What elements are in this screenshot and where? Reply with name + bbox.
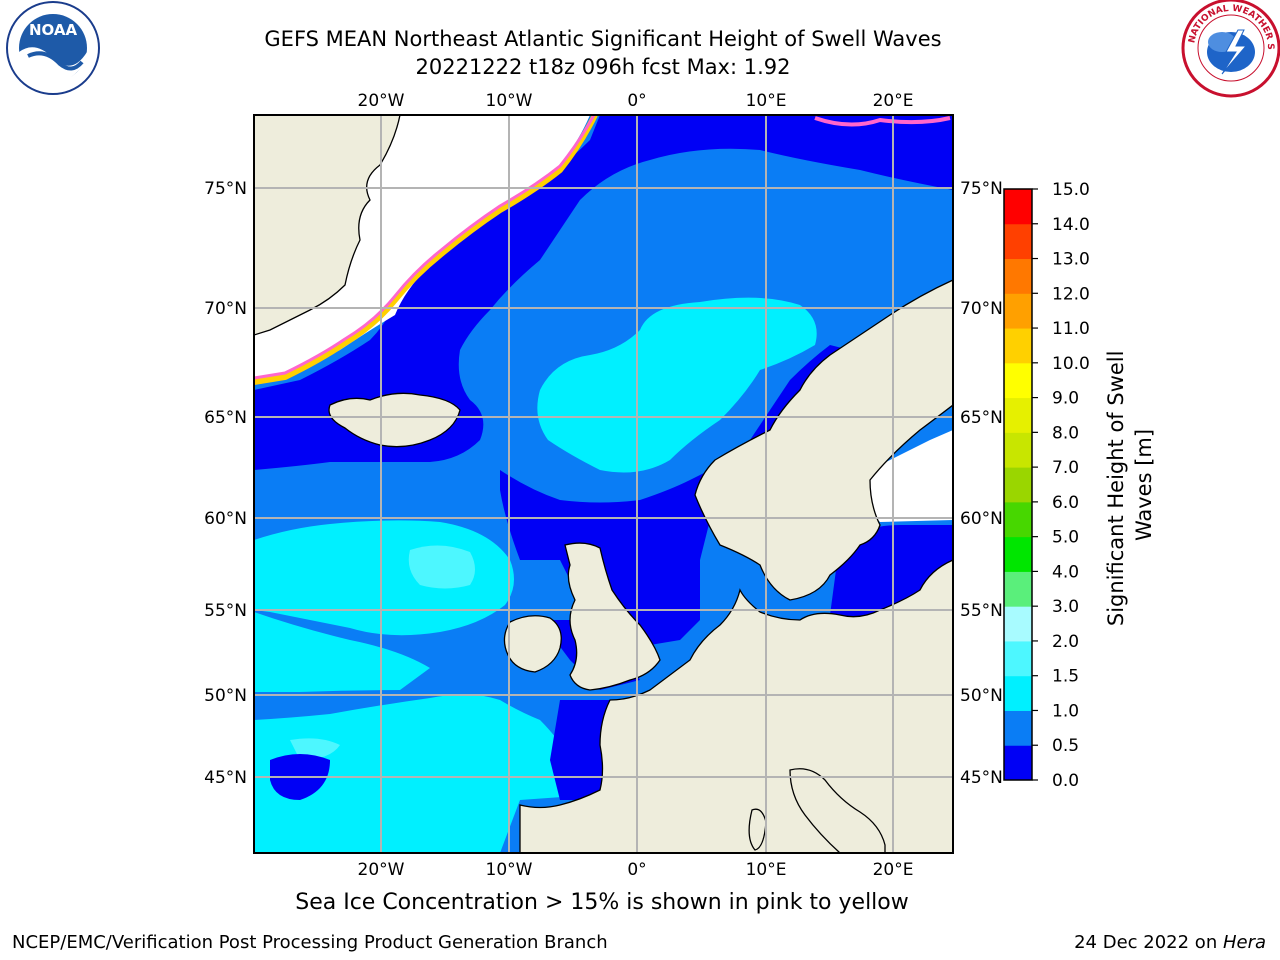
- lat-label-left: 45°N: [204, 768, 247, 788]
- europe-land: [519, 559, 953, 853]
- colorbar-tick-label: 15.0: [1052, 180, 1090, 200]
- graticule: [254, 115, 953, 853]
- colorbar-segment: [1004, 328, 1032, 364]
- colorbar-tick-label: 1.5: [1052, 667, 1079, 687]
- lon-label-bottom: 10°E: [746, 860, 787, 880]
- lat-label-left: 50°N: [204, 686, 247, 706]
- colorbar-segment: [1004, 501, 1032, 538]
- colorbar-tick-label: 3.0: [1052, 597, 1079, 617]
- lon-label-top: 10°W: [486, 91, 533, 111]
- iceland-land: [328, 392, 461, 448]
- colorbar-segment: [1004, 467, 1032, 503]
- lon-labels-top: 20°W 10°W 0° 10°E 20°E: [358, 91, 914, 111]
- colorbar-tick-label: 7.0: [1052, 458, 1079, 478]
- lat-label-right: 75°N: [960, 179, 1003, 199]
- colorbar-segment: [1004, 536, 1032, 572]
- lon-label-top: 20°E: [873, 91, 914, 111]
- colorbar-segment: [1004, 223, 1032, 260]
- colorbar-segment: [1004, 571, 1032, 607]
- lon-label-top: 0°: [627, 91, 646, 111]
- colorbar-title-line1: Significant Height of Swell: [1104, 351, 1128, 627]
- colorbar-tick-label: 10.0: [1052, 354, 1090, 374]
- sea-ice-edge-outer: [254, 115, 598, 385]
- lon-label-bottom: 20°E: [873, 860, 914, 880]
- colorbar-tick-label: 11.0: [1052, 319, 1090, 339]
- lat-label-right: 60°N: [960, 509, 1003, 529]
- sea-ice-edge-inner: [254, 115, 596, 380]
- lon-label-bottom: 10°W: [486, 860, 533, 880]
- colorbar-tick-label: 13.0: [1052, 250, 1090, 270]
- colorbar-tick-label: 6.0: [1052, 493, 1079, 513]
- sea-ice-svalbard: [814, 116, 951, 127]
- nws-logo: NATIONAL WEATHER SERVICE: [0, 0, 1280, 98]
- colorbar-segment: [1004, 293, 1032, 329]
- lat-label-right: 45°N: [960, 768, 1003, 788]
- lat-label-right: 50°N: [960, 686, 1003, 706]
- lat-labels-left: 75°N 70°N 65°N 60°N 55°N 50°N 45°N: [204, 179, 247, 788]
- sea-ice-caption: Sea Ice Concentration > 15% is shown in …: [295, 890, 909, 915]
- colorbar-segment: [1004, 640, 1032, 677]
- colorbar-segment: [1004, 606, 1032, 642]
- footer-date: 24 Dec 2022 on Hera: [1074, 932, 1266, 953]
- map-area: [254, 115, 953, 853]
- colorbar-frame: [1003, 188, 1033, 781]
- colorbar-title-line2: Waves [m]: [1132, 429, 1156, 541]
- lat-labels-right: 75°N 70°N 65°N 60°N 55°N 50°N 45°N: [960, 179, 1003, 788]
- colorbar-segment: [1004, 258, 1032, 294]
- colorbar-title: Significant Height of Swell Waves [m]: [1104, 344, 1156, 626]
- colorbar-tick-label: 14.0: [1052, 215, 1090, 235]
- colorbar-segment: [1004, 362, 1032, 399]
- colorbar-segment: [1004, 710, 1032, 746]
- lat-label-right: 65°N: [960, 408, 1003, 428]
- sardinia-land: [748, 808, 767, 851]
- lat-label-left: 55°N: [204, 601, 247, 621]
- map-subtitle: 20221222 t18z 096h fcst Max: 1.92: [415, 55, 791, 79]
- colorbar: 0.0 0.5 1.0 1.5 2.0 3.0 4.0 5.0 6.0 7.0 8.0 9.0 10.0…: [1003, 180, 1090, 791]
- colorbar-tick-label: 8.0: [1052, 423, 1079, 443]
- colorbar-tick-label: 4.0: [1052, 562, 1079, 582]
- landmasses: [254, 115, 953, 853]
- ireland-land: [503, 615, 562, 673]
- colorbar-tick-label: 0.5: [1052, 736, 1079, 756]
- svg-text:NATIONAL WEATHER SERVICE: NATIONAL WEATHER SERVICE: [0, 0, 1275, 50]
- colorbar-segment: [1004, 189, 1032, 225]
- noaa-logo: NOAA: [6, 1, 100, 95]
- colorbar-tick-label: 0.0: [1052, 771, 1079, 791]
- nws-logo-ring-text: NATIONAL WEATHER SERVICE: [0, 0, 1275, 50]
- map-frame: [253, 114, 954, 854]
- lon-label-top: 20°W: [358, 91, 405, 111]
- footer-branch: NCEP/EMC/Verification Post Processing Pr…: [12, 932, 608, 953]
- colorbar-tick-label: 9.0: [1052, 389, 1079, 409]
- colorbar-tick-label: 2.0: [1052, 632, 1079, 652]
- colorbar-segment: [1004, 745, 1032, 781]
- colorbar-tick-label: 5.0: [1052, 528, 1079, 548]
- lat-label-right: 55°N: [960, 601, 1003, 621]
- swell-zone-1.0-1.5: [254, 297, 817, 853]
- footer-date-text: 24 Dec 2022 on: [1074, 932, 1223, 953]
- lat-label-left: 65°N: [204, 408, 247, 428]
- lat-label-left: 60°N: [204, 509, 247, 529]
- colorbar-segment: [1004, 397, 1032, 433]
- colorbar-segment: [1004, 432, 1032, 468]
- lat-label-left: 70°N: [204, 299, 247, 319]
- colorbar-tick-label: 12.0: [1052, 284, 1090, 304]
- lon-label-bottom: 0°: [627, 860, 646, 880]
- footer-host: Hera: [1222, 932, 1266, 953]
- lat-label-left: 75°N: [204, 179, 247, 199]
- lon-label-top: 10°E: [746, 91, 787, 111]
- italy-land: [789, 768, 886, 853]
- map-title: GEFS MEAN Northeast Atlantic Significant…: [264, 27, 942, 51]
- colorbar-segment: [1004, 675, 1032, 711]
- scandinavia-land: [694, 279, 953, 601]
- lon-label-bottom: 20°W: [358, 860, 405, 880]
- lon-labels-bottom: 20°W 10°W 0° 10°E 20°E: [358, 860, 914, 880]
- noaa-logo-text: NOAA: [29, 21, 78, 39]
- lat-label-right: 70°N: [960, 299, 1003, 319]
- colorbar-tick-label: 1.0: [1052, 701, 1079, 721]
